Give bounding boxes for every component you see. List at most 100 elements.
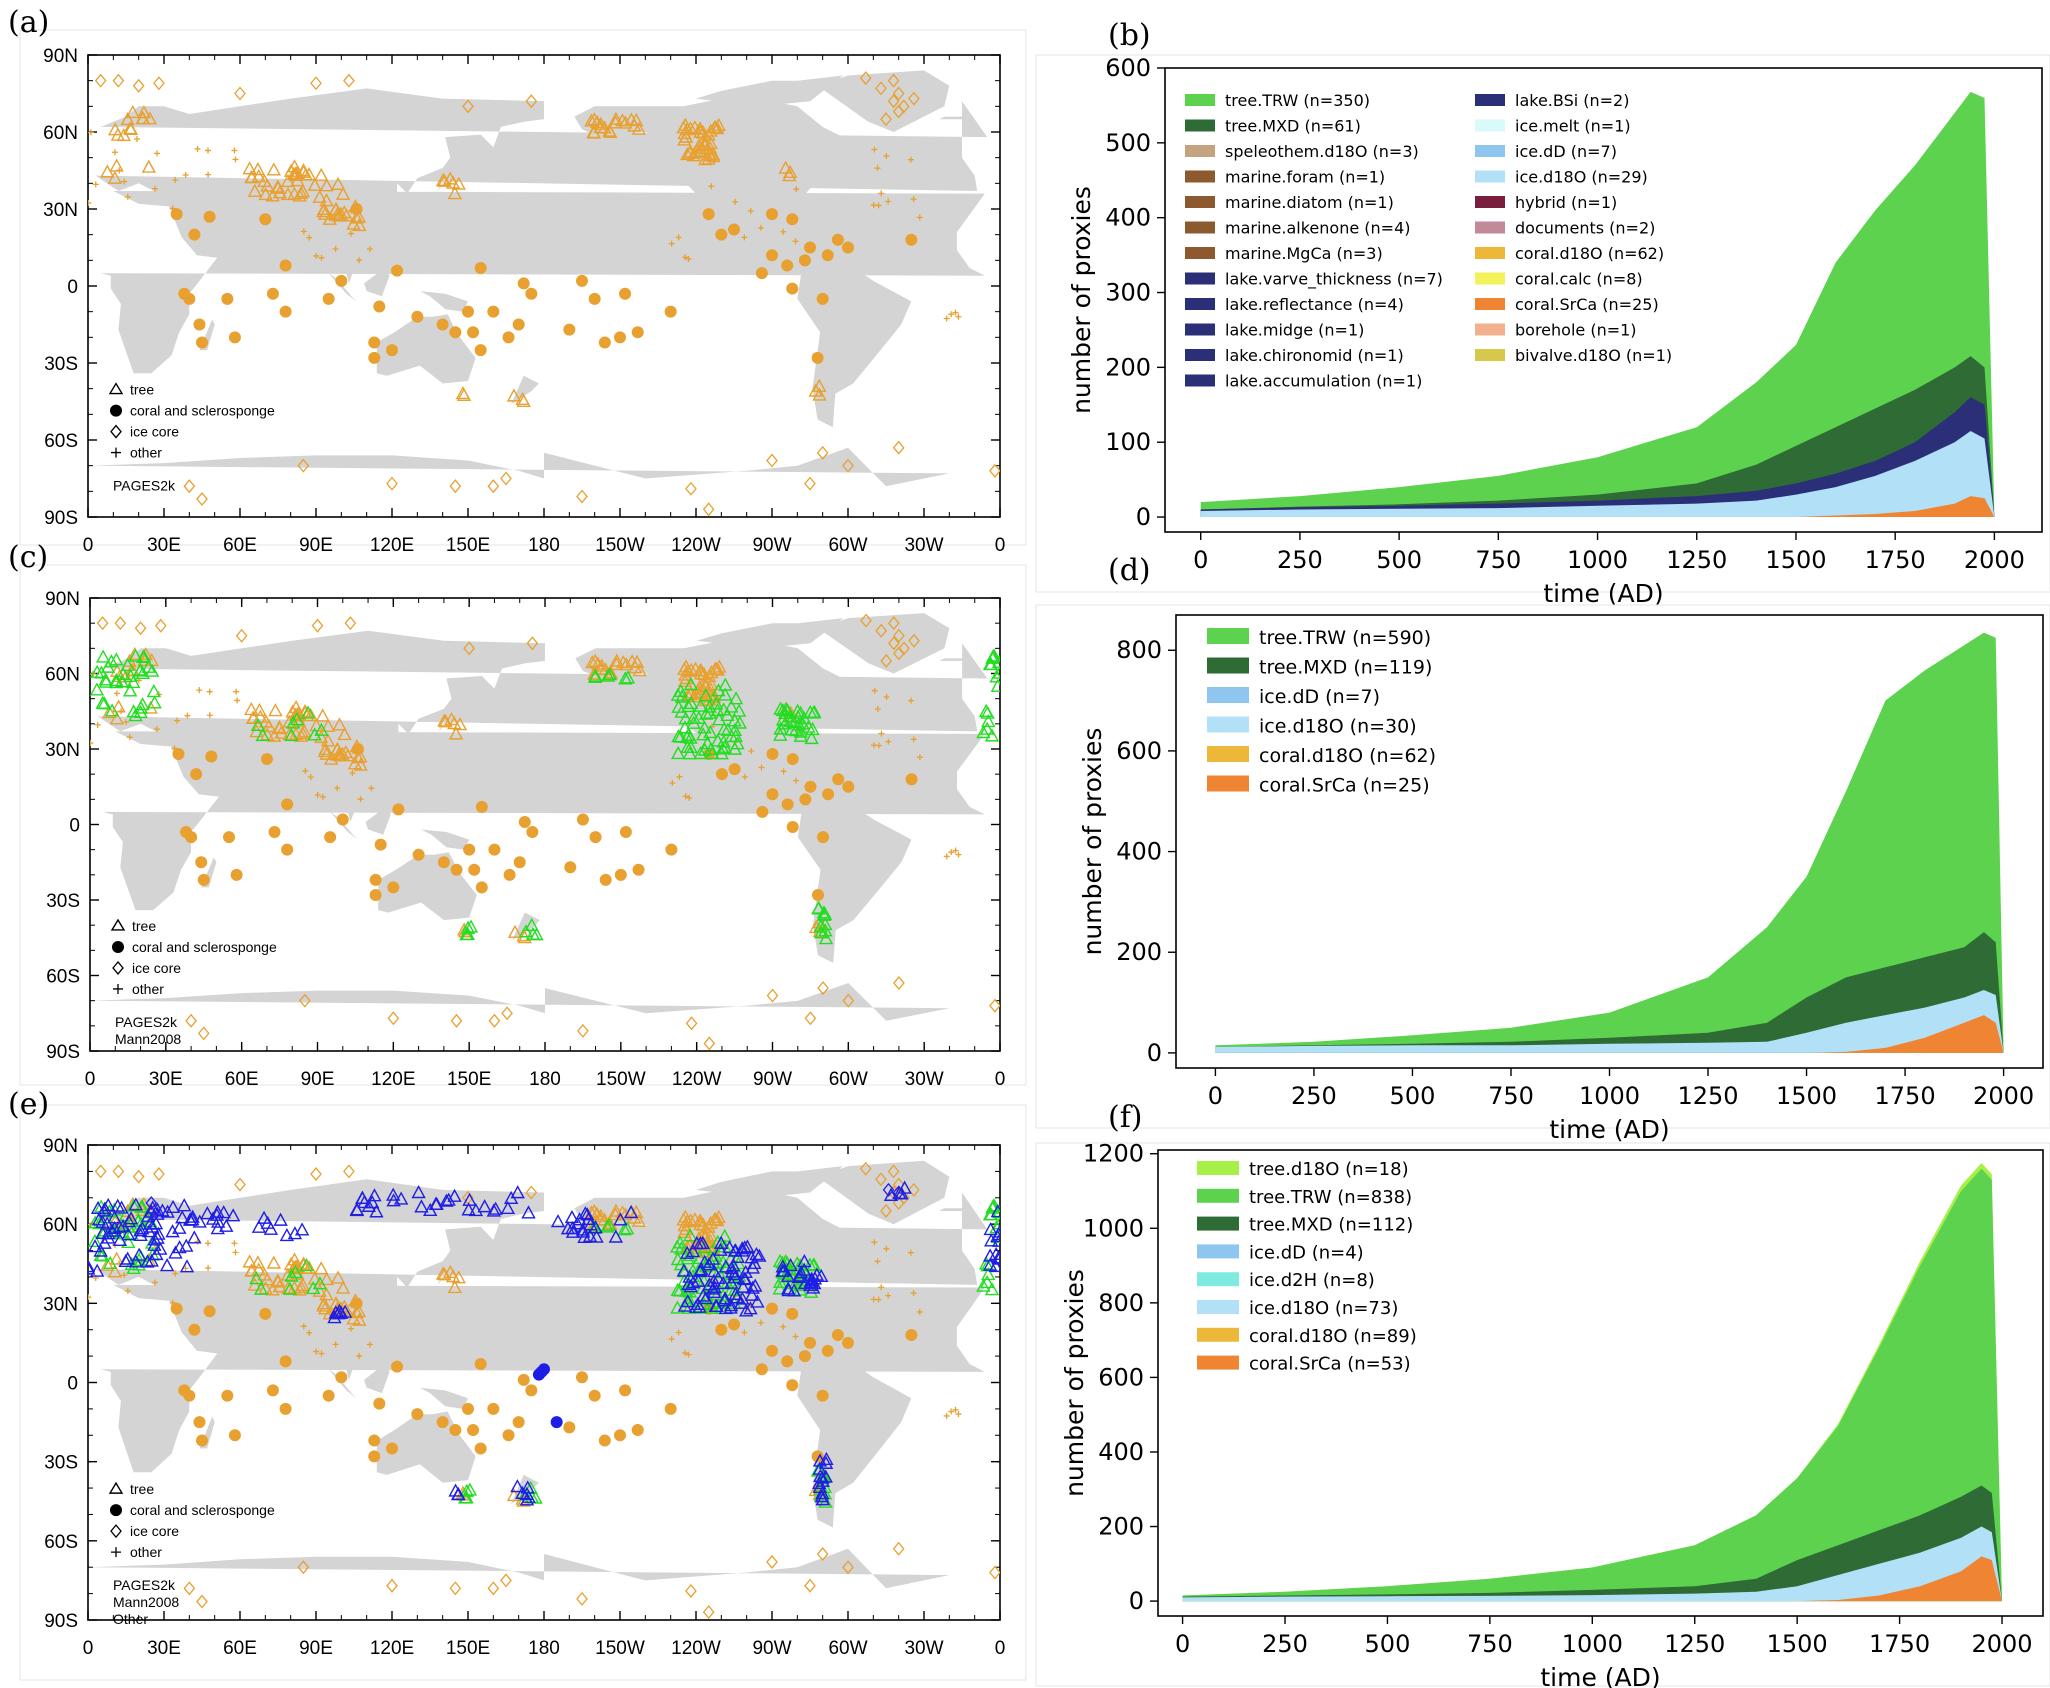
ice-marker [501,1006,513,1021]
legend-swatch [1197,1327,1239,1342]
other-marker [952,847,959,854]
tree-marker [550,1214,566,1228]
tree-marker [349,210,364,224]
tree-marker [160,1204,175,1218]
ice-marker [576,1591,588,1606]
land-polygon [1698,767,1723,775]
coral-marker [563,323,576,336]
lon-label: 120E [370,1638,414,1659]
legend-entry-label: bivalve.d18O (n=1) [1515,346,1672,365]
tree-marker [724,699,739,713]
x-tick-label: 1250 [1664,1630,1725,1658]
tree-marker [677,720,693,734]
tree-marker [253,709,268,723]
chart-legend: tree.TRW (n=590) tree.MXD (n=119) ice.dD (… [1207,627,1436,797]
tree-marker [984,1282,1000,1296]
land-polygon [1607,618,1754,648]
lon-label: 150E [446,535,490,556]
other-marker [871,1239,878,1246]
other-marker [113,690,120,697]
tree-marker [744,1287,760,1301]
ice-marker [462,99,474,114]
coral-marker [350,1297,363,1310]
panel-label: (d) [1108,553,1151,588]
tree-marker [318,741,333,756]
coral-marker [281,798,294,811]
x-axis-label: time (AD) [1549,1115,1669,1144]
tree-marker [251,1219,267,1233]
coral-marker [728,1318,740,1331]
lon-label: 0 [995,535,1006,556]
tree-marker [179,1259,195,1273]
ice-marker [898,641,910,656]
tree-marker [608,111,624,125]
ice-marker [882,1182,895,1197]
tree-marker [608,1207,623,1221]
other-marker [152,185,159,192]
x-tick-label: 1750 [1865,546,1926,574]
land-polygon [1608,76,1755,107]
coral-marker [817,831,830,844]
land-polygon [1699,1322,1724,1330]
tree-marker [463,919,479,933]
tree-marker [581,1211,596,1226]
tree-marker [698,137,713,151]
tree-marker [447,1280,463,1294]
tree-marker [990,1229,1000,1243]
other-marker [233,688,240,695]
tree-marker [575,1224,591,1238]
tree-marker [806,705,821,719]
legend-swatch [1185,247,1215,259]
tree-marker [599,1219,615,1233]
tree-marker [697,720,712,734]
ice-marker [235,628,248,643]
legend-symbol-label: coral and sclerosponge [130,1502,275,1518]
land-polygon [1851,1208,1876,1211]
lon-label: 0 [85,1069,96,1090]
tree-marker [98,674,114,688]
tree-marker [724,729,739,743]
tree-marker [702,1277,717,1291]
legend-symbol-label: tree [130,1481,154,1497]
tree-marker [709,696,724,710]
legend-symbol-label: other [130,445,162,461]
coral-marker [513,856,526,869]
tree-marker [783,714,798,728]
other-marker [871,146,878,153]
tree-marker [284,1268,299,1282]
ice-marker [703,1036,716,1051]
legend-symbol-label: ice core [130,1523,179,1539]
other-marker [793,186,800,193]
y-tick-label: 500 [1105,129,1151,157]
other-marker [172,177,179,184]
tree-marker [295,1277,311,1292]
legend-swatch [1475,145,1505,157]
land-polygon [1699,227,1724,235]
ice-marker [487,479,500,494]
tree-marker [692,143,707,157]
coral-marker [811,1450,824,1463]
ice-marker [234,1177,246,1192]
coral-marker [588,1389,601,1402]
tree-marker [286,715,301,729]
land-polygon [421,829,470,850]
legend-coral-icon [110,1504,122,1517]
legend-swatch [1475,323,1505,336]
land-masses [90,613,1754,1051]
coral-marker [474,262,487,275]
tree-marker [177,1198,192,1212]
tree-marker [983,656,999,671]
tree-marker [717,721,732,735]
ice-marker [197,1026,210,1041]
ice-marker [132,1169,145,1184]
y-tick-label: 100 [1105,428,1151,456]
other-marker [885,738,892,745]
coral-marker [475,881,488,894]
tree-marker [587,112,602,126]
tree-marker [147,1232,162,1246]
other-marker [708,183,715,190]
land-polygon [365,806,391,835]
other-marker [204,1240,211,1247]
